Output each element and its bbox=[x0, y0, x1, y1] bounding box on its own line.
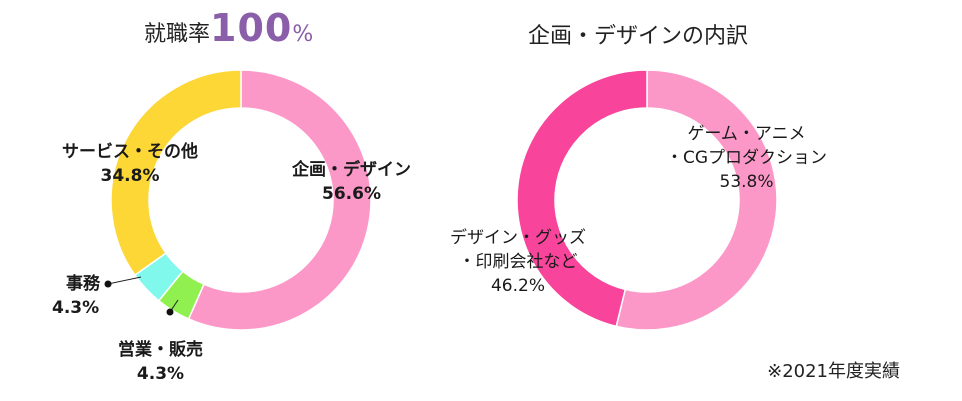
slice-label-line2: ・印刷会社など bbox=[458, 252, 578, 272]
slice-label: 事務 bbox=[66, 274, 100, 294]
chart1-title: 就職率100% bbox=[144, 6, 313, 50]
leader-dot-sales bbox=[166, 308, 174, 316]
donut-chart-employment bbox=[110, 69, 372, 331]
label-office: 事務 4.3% bbox=[52, 272, 100, 320]
chart1-title-value: 100 bbox=[210, 6, 293, 50]
donut-chart-planning-breakdown bbox=[516, 69, 778, 331]
planning-slice-1 bbox=[516, 69, 648, 328]
slice-label: サービス・その他 bbox=[62, 142, 198, 162]
slice-value: 56.6% bbox=[322, 184, 381, 204]
slice-value: 46.2% bbox=[490, 276, 545, 296]
employment-slice-3 bbox=[110, 69, 242, 277]
leader-line-office bbox=[107, 276, 142, 285]
label-service-other: サービス・その他 34.8% bbox=[62, 140, 198, 188]
slice-label-line1: ゲーム・アニメ bbox=[687, 124, 806, 144]
slice-label-line2: ・CGプロダクション bbox=[666, 148, 828, 168]
footnote: ※2021年度実績 bbox=[767, 361, 900, 382]
label-design-goods-print: デザイン・グッズ ・印刷会社など 46.2% bbox=[450, 226, 586, 298]
slice-value: 53.8% bbox=[719, 172, 774, 192]
planning-slice-0 bbox=[615, 69, 778, 331]
chart2-title: 企画・デザインの内訳 bbox=[528, 24, 749, 49]
chart1-title-suffix: % bbox=[292, 22, 314, 47]
slice-label-line1: デザイン・グッズ bbox=[450, 228, 586, 248]
slice-value: 34.8% bbox=[100, 166, 160, 186]
leader-dot-office bbox=[104, 280, 112, 288]
slice-label: 企画・デザイン bbox=[292, 160, 411, 180]
label-game-anime-cg: ゲーム・アニメ ・CGプロダクション 53.8% bbox=[666, 122, 827, 194]
leader-lines bbox=[104, 276, 179, 316]
label-sales: 営業・販売 4.3% bbox=[118, 338, 203, 386]
label-planning-design: 企画・デザイン 56.6% bbox=[292, 158, 411, 206]
slice-value: 4.3% bbox=[136, 364, 185, 384]
employment-slice-0 bbox=[187, 69, 372, 331]
slice-label: 営業・販売 bbox=[118, 340, 203, 360]
slice-value: 4.3% bbox=[52, 298, 100, 318]
chart1-title-prefix: 就職率 bbox=[144, 22, 211, 47]
